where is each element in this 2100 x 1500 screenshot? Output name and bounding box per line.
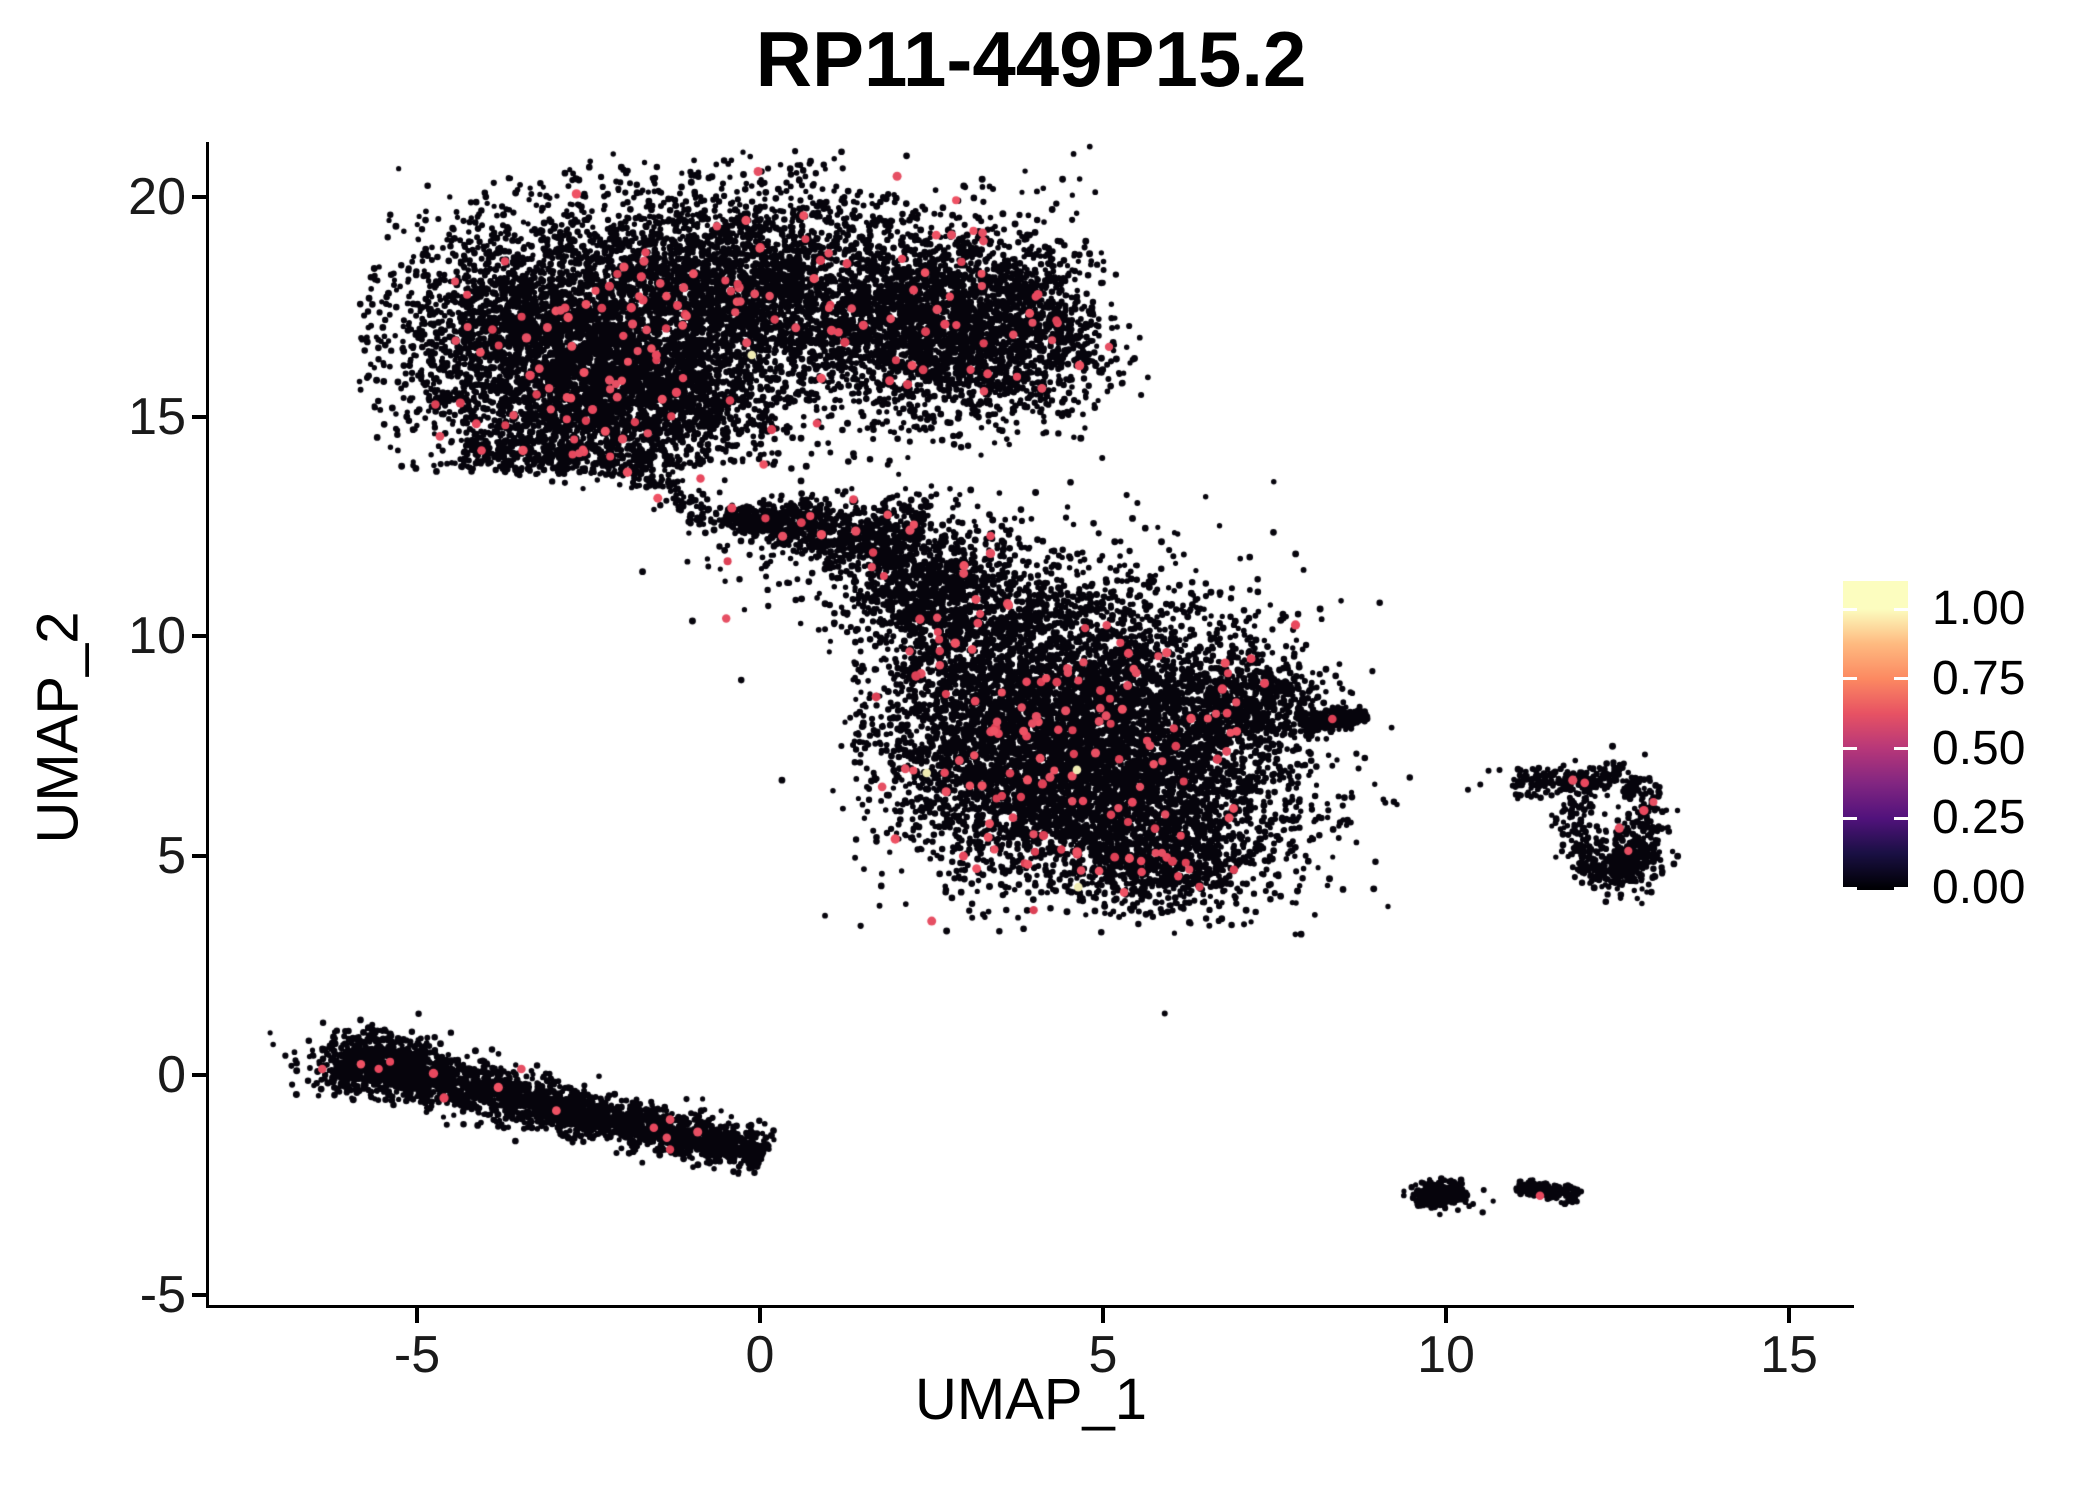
y-tick-label: 0 xyxy=(157,1046,186,1104)
y-tick-mark xyxy=(192,414,207,419)
y-axis-line xyxy=(206,142,209,1308)
y-tick-mark xyxy=(192,853,207,858)
y-tick-mark xyxy=(192,634,207,638)
colorbar-label: 0.00 xyxy=(1932,861,2026,914)
colorbar-tick-mark xyxy=(1894,607,1908,611)
colorbar-tick-mark xyxy=(1894,816,1908,820)
y-tick-label: 10 xyxy=(128,607,186,665)
colorbar-label: 1.00 xyxy=(1932,582,2026,635)
colorbar xyxy=(1843,581,1908,890)
colorbar-tick-mark xyxy=(1843,677,1857,681)
x-tick-label: 15 xyxy=(1760,1326,1818,1384)
x-tick-label: 5 xyxy=(1088,1326,1118,1384)
colorbar-label: 0.25 xyxy=(1932,791,2026,845)
x-tick-mark xyxy=(415,1308,419,1323)
colorbar-tick-mark xyxy=(1843,816,1857,820)
y-tick-label: 5 xyxy=(157,826,186,885)
colorbar-tick-mark xyxy=(1843,747,1857,750)
colorbar-tick-mark xyxy=(1843,607,1857,611)
y-tick-label: -5 xyxy=(139,1265,186,1324)
x-tick-label: 0 xyxy=(745,1326,775,1384)
colorbar-tick-mark xyxy=(1894,747,1908,750)
colorbar-tick-mark xyxy=(1894,677,1908,681)
x-tick-mark xyxy=(1787,1308,1791,1323)
x-tick-mark xyxy=(758,1308,762,1323)
colorbar-label: 0.75 xyxy=(1932,651,2026,705)
y-tick-label: 20 xyxy=(128,168,186,226)
y-tick-label: 15 xyxy=(128,387,186,446)
y-tick-mark xyxy=(192,1073,207,1077)
colorbar-tick-mark xyxy=(1843,886,1857,890)
x-axis-line xyxy=(206,1305,1854,1308)
x-tick-mark xyxy=(1444,1308,1448,1323)
x-tick-label: 10 xyxy=(1417,1326,1475,1384)
x-tick-mark xyxy=(1101,1308,1105,1323)
y-tick-mark xyxy=(192,195,207,199)
colorbar-label: 0.50 xyxy=(1932,721,2026,775)
x-tick-label: -5 xyxy=(393,1326,441,1384)
y-axis-title: UMAP_2 xyxy=(25,611,91,844)
plot-title: RP11-449P15.2 xyxy=(755,15,1307,103)
y-tick-mark xyxy=(192,1292,207,1297)
x-axis-title: UMAP_1 xyxy=(914,1367,1148,1432)
colorbar-tick-mark xyxy=(1894,886,1908,890)
